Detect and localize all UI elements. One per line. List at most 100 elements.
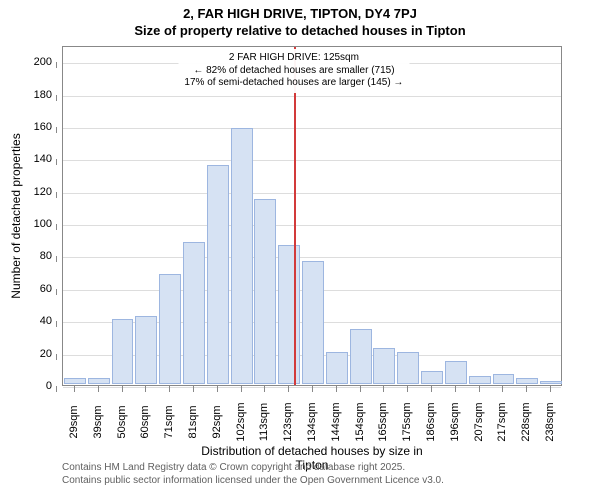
x-tick-label: 123sqm (282, 402, 294, 441)
y-tick-label: 60 (12, 283, 52, 295)
x-tick (74, 386, 75, 392)
x-tick (431, 386, 432, 392)
footer-line-2: Contains public sector information licen… (62, 475, 444, 488)
x-tick-label: 228sqm (520, 402, 532, 441)
x-tick (383, 386, 384, 392)
reference-line (294, 47, 296, 385)
x-tick (360, 386, 361, 392)
footer-line-1: Contains HM Land Registry data © Crown c… (62, 462, 444, 475)
histogram-bar (421, 371, 443, 384)
x-tick-label: 50sqm (116, 405, 128, 438)
x-tick-label: 60sqm (139, 405, 151, 438)
x-tick-label: 39sqm (92, 405, 104, 438)
y-tick (56, 289, 57, 295)
y-tick-label: 120 (12, 186, 52, 198)
x-tick (288, 386, 289, 392)
histogram-bar (445, 361, 467, 384)
histogram-bar (112, 319, 134, 384)
histogram-bar (135, 316, 157, 384)
x-tick-label: 175sqm (401, 402, 413, 441)
x-tick-label: 217sqm (496, 402, 508, 441)
page-title: 2, FAR HIGH DRIVE, TIPTON, DY4 7PJ (0, 6, 600, 21)
x-tick-label: 207sqm (473, 402, 485, 441)
y-tick (56, 62, 57, 68)
histogram-bar (207, 165, 229, 384)
x-tick-label: 165sqm (377, 402, 389, 441)
grid-line (63, 225, 561, 226)
annotation-line: 17% of semi-detached houses are larger (… (184, 77, 403, 90)
x-tick (217, 386, 218, 392)
x-tick-label: 186sqm (425, 402, 437, 441)
histogram-bar (516, 378, 538, 384)
histogram-bar (373, 348, 395, 384)
footer-attribution: Contains HM Land Registry data © Crown c… (62, 462, 444, 487)
x-tick-label: 29sqm (68, 405, 80, 438)
y-tick-label: 200 (12, 56, 52, 68)
x-tick (407, 386, 408, 392)
x-tick (98, 386, 99, 392)
x-tick (526, 386, 527, 392)
y-tick (56, 354, 57, 360)
histogram-bar (183, 242, 205, 384)
page-subtitle: Size of property relative to detached ho… (0, 23, 600, 38)
y-tick (56, 127, 57, 133)
x-tick (169, 386, 170, 392)
y-tick-label: 0 (12, 380, 52, 392)
annotation-box: 2 FAR HIGH DRIVE: 125sqm← 82% of detache… (178, 49, 409, 93)
x-tick-label: 102sqm (235, 402, 247, 441)
histogram-bar (278, 245, 300, 384)
y-tick-label: 180 (12, 89, 52, 101)
y-tick-label: 20 (12, 348, 52, 360)
plot-area: 2 FAR HIGH DRIVE: 125sqm← 82% of detache… (62, 46, 562, 386)
histogram-bar (302, 261, 324, 384)
x-tick-label: 113sqm (258, 403, 270, 441)
histogram-bar (159, 274, 181, 384)
x-tick (193, 386, 194, 392)
histogram-bar (64, 378, 86, 384)
y-tick (56, 224, 57, 230)
y-tick-label: 40 (12, 315, 52, 327)
x-tick (502, 386, 503, 392)
grid-line (63, 160, 561, 161)
x-tick (122, 386, 123, 392)
x-tick-label: 196sqm (449, 402, 461, 441)
histogram-bar (540, 381, 562, 384)
histogram-bar (231, 128, 253, 384)
y-tick (56, 192, 57, 198)
x-tick-label: 81sqm (187, 405, 199, 438)
histogram-bar (493, 374, 515, 384)
y-tick-label: 160 (12, 121, 52, 133)
y-tick-label: 140 (12, 153, 52, 165)
histogram-bar (326, 352, 348, 384)
histogram-bar (254, 199, 276, 384)
x-tick (479, 386, 480, 392)
y-tick (56, 321, 57, 327)
histogram-bar (88, 378, 110, 384)
histogram-bar (469, 376, 491, 384)
x-tick (145, 386, 146, 392)
grid-line (63, 257, 561, 258)
histogram-chart: 2 FAR HIGH DRIVE: 125sqm← 82% of detache… (62, 46, 562, 386)
x-tick-label: 238sqm (544, 402, 556, 441)
x-tick-label: 134sqm (306, 402, 318, 441)
x-tick (241, 386, 242, 392)
x-tick (312, 386, 313, 392)
grid-line (63, 193, 561, 194)
x-tick (336, 386, 337, 392)
histogram-bar (350, 329, 372, 384)
grid-line (63, 96, 561, 97)
x-tick-label: 154sqm (354, 402, 366, 441)
x-tick (550, 386, 551, 392)
y-tick (56, 95, 57, 101)
y-tick-label: 100 (12, 218, 52, 230)
y-tick-label: 80 (12, 250, 52, 262)
x-tick (455, 386, 456, 392)
annotation-line: ← 82% of detached houses are smaller (71… (184, 65, 403, 78)
annotation-line: 2 FAR HIGH DRIVE: 125sqm (184, 52, 403, 65)
x-tick-label: 92sqm (211, 405, 223, 438)
y-tick (56, 256, 57, 262)
x-tick (264, 386, 265, 392)
histogram-bar (397, 352, 419, 384)
x-tick-label: 71sqm (163, 405, 175, 438)
grid-line (63, 128, 561, 129)
